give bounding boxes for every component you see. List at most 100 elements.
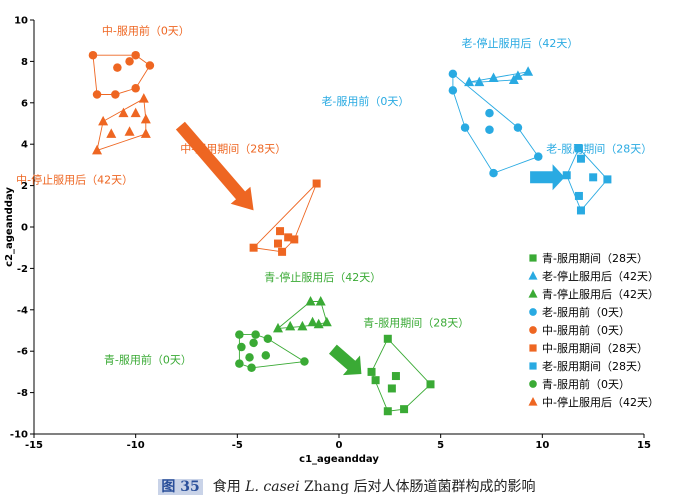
data-point: [247, 363, 256, 373]
group-outline: [371, 338, 432, 412]
group-label: 中-服用前（0天）: [102, 23, 190, 37]
data-point: [383, 334, 392, 343]
group-label: 老-停止服用后（42天）: [461, 36, 578, 50]
data-point: [488, 72, 499, 82]
data-point: [140, 113, 151, 124]
y-axis-label: c2_ageandday: [4, 187, 15, 267]
data-point: [261, 351, 271, 360]
data-point: [300, 357, 309, 366]
group-label: 老-服用前（0天）: [321, 94, 409, 108]
data-point: [391, 372, 400, 381]
legend-marker: [529, 254, 537, 262]
x-tick-label: -15: [25, 440, 43, 451]
x-tick-label: 10: [535, 440, 549, 451]
group-outline: [96, 97, 147, 152]
y-tick-label: 0: [21, 223, 28, 234]
legend-marker: [529, 344, 537, 352]
data-point: [371, 376, 380, 385]
y-tick-label: 10: [14, 16, 28, 27]
y-tick-label: -8: [17, 388, 28, 399]
data-point: [576, 154, 585, 163]
figure-caption: 图 35 食用 L. casei Zhang 后对人体肠道菌群构成的影响: [0, 476, 694, 496]
legend-label: 青-停止服用后（42天）: [542, 287, 659, 301]
data-point: [489, 168, 498, 178]
y-tick-label: -4: [17, 305, 28, 316]
legend-label: 青-服用前（0天）: [542, 377, 630, 391]
figure-number: 图 35: [158, 479, 203, 495]
x-tick-label: 5: [437, 440, 444, 451]
data-point: [576, 206, 585, 215]
legend-label: 老-停止服用后（42天）: [542, 269, 659, 283]
data-point: [251, 330, 260, 339]
y-tick-label: -6: [17, 347, 28, 358]
y-tick-label: 2: [21, 181, 28, 192]
legend-label: 青-服用期间（28天）: [542, 252, 648, 265]
data-point: [263, 334, 273, 344]
legend-label: 中-服用期间（28天）: [542, 342, 648, 355]
data-point: [131, 84, 140, 93]
data-point: [92, 144, 103, 155]
data-point: [464, 76, 475, 87]
data-point: [106, 128, 117, 138]
data-point: [113, 63, 122, 72]
data-point: [383, 407, 392, 416]
x-axis-label: c1_ageandday: [299, 454, 379, 465]
caption-species: L. casei: [245, 479, 300, 495]
caption-text-before: 食用: [212, 479, 241, 495]
data-point: [523, 66, 534, 76]
data-point: [313, 318, 324, 329]
trend-arrow: [329, 344, 362, 376]
data-point: [290, 235, 299, 244]
data-point: [512, 70, 523, 80]
y-tick-label: 6: [21, 98, 28, 109]
group-outline: [92, 54, 151, 95]
y-tick-label: 4: [21, 140, 28, 151]
group-label: 中-服用期间（28天）: [180, 142, 286, 155]
legend-marker: [529, 362, 537, 370]
legend-label: 中-服用前（0天）: [542, 323, 630, 337]
axes: -15 -10 -5 0 5 10 15-10-8-6-4-20246810c1_agean…: [4, 16, 651, 466]
data-point: [98, 115, 109, 126]
legend-marker: [529, 326, 537, 334]
data-point: [485, 125, 494, 134]
data-point: [305, 296, 316, 306]
data-point: [367, 367, 376, 376]
data-point: [562, 171, 571, 180]
data-point: [138, 93, 149, 103]
group-label: 青-服用前（0天）: [104, 353, 192, 367]
legend-marker: [528, 271, 538, 280]
legend-marker: [528, 397, 538, 406]
data-point: [307, 316, 318, 327]
y-tick-label: 8: [21, 57, 28, 68]
data-point: [92, 90, 102, 99]
group-labels: 中-服用前（0天） 中-停止服用后（42天） 中-服用期间（28天） 老-停止服用后（…: [16, 23, 652, 366]
data-point: [312, 179, 321, 188]
x-tick-label: 15: [637, 440, 651, 451]
data-point: [273, 322, 283, 333]
caption-text-after: Zhang 后对人体肠道菌群构成的影响: [304, 479, 536, 495]
data-point: [448, 69, 458, 79]
data-point: [235, 359, 244, 368]
data-point: [124, 126, 135, 136]
trend-arrow: [530, 164, 565, 191]
data-point: [140, 128, 151, 138]
data-point: [111, 90, 120, 99]
legend-label: 老-服用期间（28天）: [542, 360, 648, 373]
data-point: [131, 50, 140, 60]
data-point: [315, 296, 326, 306]
data-point: [235, 330, 244, 339]
group-label: 中-停止服用后（42天）: [16, 173, 133, 187]
data-point: [574, 191, 583, 200]
legend: 青-服用期间（28天） 老-停止服用后（42天） 青-停止服用后（42天） 老-服用前…: [528, 252, 659, 409]
data-point: [285, 320, 296, 331]
group-label: 青-服用期间（28天）: [363, 316, 469, 329]
data-point: [88, 50, 98, 60]
data-point: [513, 123, 523, 132]
legend-marker: [528, 289, 538, 298]
legend-marker: [529, 308, 537, 316]
data-point: [276, 227, 285, 236]
data-point: [321, 316, 332, 327]
data-point: [474, 76, 485, 87]
data-point: [118, 107, 129, 118]
data-point: [284, 233, 293, 242]
